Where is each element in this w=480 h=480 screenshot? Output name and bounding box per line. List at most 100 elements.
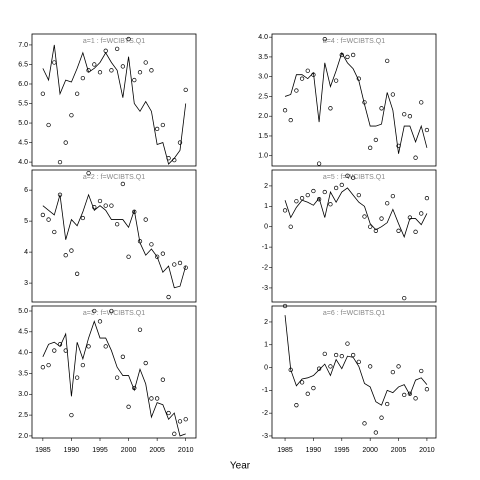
- panel-title: a=6 : f=WCIBTS.Q1: [323, 310, 385, 317]
- observation-point: [63, 253, 68, 258]
- observation-point: [149, 396, 154, 401]
- observation-point: [120, 64, 126, 69]
- x-tick-label: 2005: [149, 447, 165, 454]
- y-tick-label: 3.5: [18, 370, 28, 377]
- observation-point: [80, 75, 86, 81]
- observation-point: [52, 60, 57, 65]
- y-tick-label: 3.5: [258, 54, 268, 61]
- x-tick-label: 2010: [419, 447, 435, 454]
- observation-point: [40, 365, 46, 370]
- observation-point: [63, 348, 68, 353]
- y-tick-label: 1.5: [258, 133, 268, 140]
- observation-point: [120, 181, 126, 187]
- observation-point: [177, 419, 183, 424]
- observation-point: [356, 192, 361, 198]
- observation-point: [390, 193, 396, 199]
- y-tick-label: 6: [24, 187, 28, 194]
- observation-point: [390, 369, 396, 375]
- observation-point: [413, 155, 418, 160]
- observation-point: [362, 214, 367, 219]
- y-tick-label: 7.0: [18, 42, 28, 49]
- observation-point: [154, 126, 160, 132]
- observation-point: [137, 239, 143, 244]
- y-tick-label: 5: [24, 218, 28, 225]
- fit-line: [284, 187, 428, 239]
- observation-point: [149, 68, 154, 73]
- observation-point: [305, 192, 310, 198]
- panel-title: a=2 : f=WCIBTS.Q1: [83, 174, 145, 181]
- y-tick-label: 0: [264, 224, 268, 231]
- observation-point: [52, 348, 57, 353]
- observation-point: [40, 212, 46, 218]
- y-tick-label: 4: [24, 249, 28, 256]
- observation-point: [419, 368, 424, 374]
- observation-point: [52, 229, 57, 235]
- x-tick-label: 2005: [391, 447, 407, 454]
- observation-point: [373, 137, 378, 143]
- x-tick-label: 1985: [35, 447, 51, 454]
- y-tick-label: 4.0: [18, 349, 28, 356]
- x-tick-label: 2010: [178, 447, 194, 454]
- observation-point: [299, 76, 305, 81]
- observation-point: [379, 106, 384, 111]
- y-tick-label: 2.5: [18, 412, 28, 419]
- observation-point: [86, 170, 91, 176]
- observation-point: [109, 203, 114, 208]
- y-tick-label: 4.0: [18, 159, 28, 166]
- observation-point: [97, 70, 103, 75]
- x-tick-label: 1995: [334, 447, 350, 454]
- observation-point: [154, 396, 160, 401]
- observation-point: [402, 295, 407, 301]
- observation-point: [390, 92, 396, 97]
- observation-point: [172, 262, 177, 267]
- observation-point: [166, 156, 171, 161]
- observation-point: [322, 36, 327, 42]
- y-tick-label: 2.5: [258, 93, 268, 100]
- observation-point: [288, 367, 293, 372]
- observation-point: [126, 404, 131, 409]
- observation-point: [288, 224, 293, 229]
- panel-title: a=1 : f=WCIBTS.Q1: [83, 38, 145, 45]
- y-tick-label: 3.0: [18, 391, 28, 398]
- observation-point: [143, 217, 148, 222]
- observation-point: [143, 360, 148, 366]
- observation-point: [407, 391, 413, 396]
- observation-point: [396, 143, 401, 148]
- observation-point: [407, 215, 413, 220]
- observation-point: [166, 294, 171, 300]
- observation-point: [137, 327, 143, 332]
- observation-point: [345, 54, 350, 60]
- observation-point: [402, 392, 407, 398]
- panel-frame: [271, 305, 437, 439]
- observation-point: [132, 77, 137, 83]
- observation-point: [177, 260, 183, 266]
- observation-point: [80, 215, 86, 221]
- fit-line: [284, 315, 428, 406]
- observation-point: [40, 91, 46, 96]
- y-tick-label: 2: [264, 183, 268, 190]
- observation-point: [368, 224, 373, 229]
- y-tick-label: 2.0: [258, 113, 268, 120]
- x-tick-label: 1995: [92, 447, 108, 454]
- observation-point: [172, 431, 177, 436]
- observation-point: [345, 173, 350, 178]
- observation-point: [328, 202, 333, 207]
- fit-line: [284, 51, 428, 154]
- y-tick-label: 5.0: [18, 120, 28, 127]
- panel-frame: [271, 169, 437, 303]
- observation-point: [103, 48, 108, 53]
- fit-line: [42, 44, 187, 165]
- observation-point: [356, 76, 361, 81]
- observation-point: [143, 60, 148, 65]
- observation-point: [311, 72, 316, 77]
- y-tick-label: -3: [262, 433, 268, 440]
- observation-point: [345, 341, 350, 346]
- observation-point: [316, 197, 322, 202]
- y-tick-label: 3: [24, 280, 28, 287]
- fit-line: [42, 320, 186, 437]
- observation-point: [396, 364, 401, 369]
- observation-point: [114, 222, 120, 227]
- observation-point: [282, 108, 288, 113]
- observation-point: [299, 380, 305, 385]
